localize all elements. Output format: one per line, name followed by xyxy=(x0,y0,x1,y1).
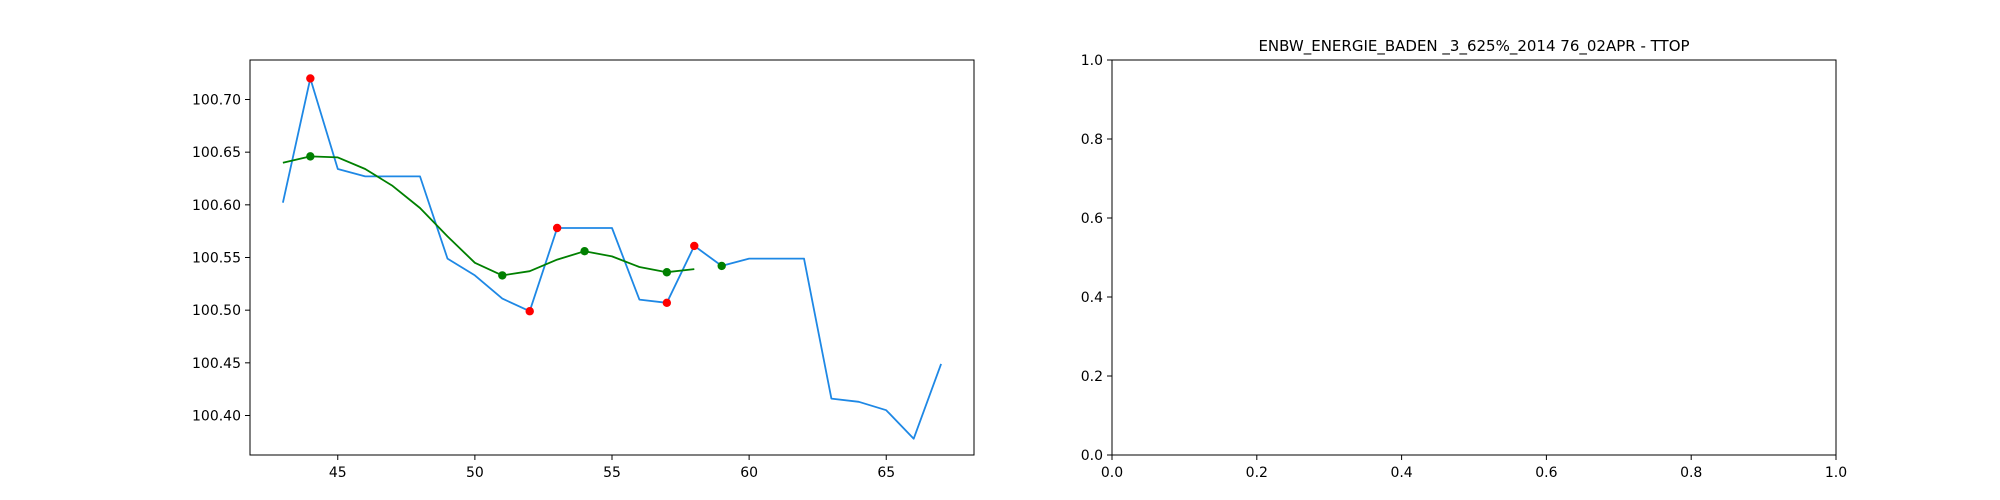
extrema-point xyxy=(306,74,315,83)
plot-frame xyxy=(1111,59,1837,456)
smoothed-extrema-point xyxy=(717,261,726,271)
smoothed-extrema-point xyxy=(306,152,315,161)
y-tick-label: 100.40 xyxy=(192,409,241,425)
y-tick-label: 100.65 xyxy=(192,145,241,161)
x-tick-label: 50 xyxy=(466,465,484,481)
extrema-point xyxy=(690,241,699,251)
x-tick-label: 60 xyxy=(740,465,758,481)
price-chart: 45 50 55 60 65 100.40 100.45 100.50 100.55 100.60… xyxy=(192,59,975,482)
x-tick-label: 0.0 xyxy=(1101,465,1123,481)
y-tick-label: 100.60 xyxy=(192,198,241,214)
x-tick-label: 65 xyxy=(877,465,895,481)
x-tick-label: 45 xyxy=(329,465,347,481)
y-tick-label: 0.4 xyxy=(1081,290,1103,306)
smoothed-extrema-point xyxy=(580,246,589,256)
axis-ticks: 0.0 0.2 0.4 0.6 0.8 1.0 0.0 0.2 0.4 0.6 0.8 1.0 xyxy=(1081,53,1847,481)
chart-title: ENBW_ENERGIE_BADEN _3_625%_2014 76_02APR… xyxy=(1258,37,1689,56)
extrema-point xyxy=(662,298,672,307)
plot-area xyxy=(282,74,942,440)
x-tick-label: 0.8 xyxy=(1680,465,1702,481)
smoothed-extrema-point xyxy=(662,268,672,277)
empty-chart: ENBW_ENERGIE_BADEN _3_625%_2014 76_02APR… xyxy=(1081,37,1847,481)
smoothed-extrema-point xyxy=(498,271,507,280)
x-tick-label: 0.4 xyxy=(1390,465,1412,481)
extrema-point xyxy=(552,223,562,233)
x-tick-label: 55 xyxy=(603,465,621,481)
y-tick-label: 100.50 xyxy=(192,303,241,319)
y-tick-label: 0.0 xyxy=(1081,448,1103,464)
y-tick-label: 100.70 xyxy=(192,93,241,109)
y-tick-label: 0.6 xyxy=(1081,211,1103,227)
axis-ticks: 45 50 55 60 65 100.40 100.45 100.50 100.55 100.60… xyxy=(192,93,895,482)
smoothed-line xyxy=(282,155,695,277)
y-tick-label: 0.2 xyxy=(1081,369,1103,385)
x-tick-label: 0.2 xyxy=(1246,465,1268,481)
y-tick-label: 100.45 xyxy=(192,356,241,372)
plot-frame xyxy=(249,59,975,456)
extrema-point xyxy=(525,307,534,316)
x-tick-label: 0.6 xyxy=(1535,465,1557,481)
price-line xyxy=(282,77,942,440)
y-tick-label: 0.8 xyxy=(1081,132,1103,148)
y-tick-label: 1.0 xyxy=(1081,53,1103,69)
y-tick-label: 100.55 xyxy=(192,251,241,267)
x-tick-label: 1.0 xyxy=(1825,465,1847,481)
